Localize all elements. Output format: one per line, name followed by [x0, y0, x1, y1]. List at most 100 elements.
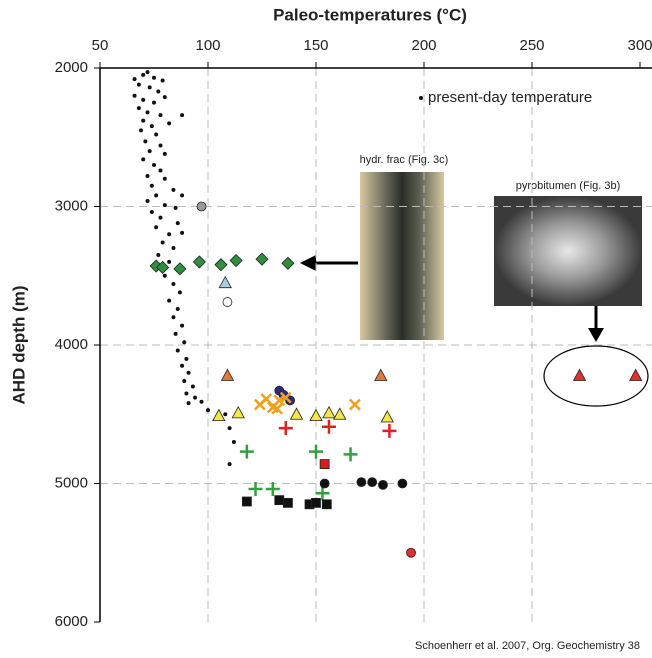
arrowhead: [300, 255, 316, 271]
point: [149, 183, 154, 188]
x-tick-label: 50: [92, 37, 109, 54]
point: [152, 100, 156, 105]
point: [222, 297, 233, 307]
point: [136, 82, 141, 87]
point: [248, 482, 263, 497]
point: [145, 70, 150, 75]
y-axis-title: AHD depth (m): [9, 286, 28, 405]
point: [311, 497, 321, 508]
point: [220, 368, 235, 381]
point: [229, 253, 243, 268]
photo-pyrobitumen: [494, 196, 642, 306]
point: [171, 187, 176, 192]
point: [206, 408, 210, 413]
point: [145, 174, 150, 179]
point: [152, 162, 156, 167]
point: [167, 121, 172, 126]
point: [162, 203, 167, 208]
point: [322, 406, 336, 419]
point: [141, 118, 146, 123]
x-tick-label: 200: [411, 37, 436, 54]
point: [199, 399, 204, 404]
point: [162, 95, 167, 100]
point: [171, 246, 176, 251]
point: [348, 398, 361, 411]
point: [397, 478, 408, 489]
point: [343, 447, 358, 462]
point: [367, 477, 378, 488]
x-tick-label: 300: [627, 37, 652, 54]
point: [255, 252, 269, 266]
point: [572, 368, 587, 381]
point: [180, 193, 185, 198]
point: [141, 157, 146, 162]
point: [289, 407, 304, 420]
point: [227, 426, 232, 431]
point: [154, 193, 159, 198]
point: [132, 77, 137, 82]
point: [147, 149, 152, 154]
point: [227, 462, 232, 467]
point: [279, 391, 292, 404]
point: [374, 368, 388, 381]
point: [149, 124, 154, 129]
point: [239, 444, 254, 459]
point: [149, 210, 154, 215]
point: [281, 256, 295, 270]
point: [143, 139, 148, 144]
point: [629, 368, 643, 381]
annotation: pyrobitumen (Fig. 3b): [516, 180, 621, 192]
point: [186, 370, 191, 375]
highlight-ellipse: [543, 345, 649, 407]
point: [158, 168, 163, 173]
point: [162, 273, 167, 278]
point: [356, 477, 367, 488]
point: [141, 97, 146, 102]
point: [231, 439, 236, 444]
point: [132, 93, 137, 98]
point: [321, 499, 332, 510]
y-tick-label: 5000: [55, 474, 88, 491]
point: [141, 72, 146, 77]
point: [160, 240, 165, 245]
legend-marker: [419, 96, 423, 100]
point: [180, 113, 185, 118]
x-axis-title: Paleo-temperatures (°C): [273, 5, 467, 24]
point: [180, 363, 185, 368]
point: [406, 547, 416, 558]
point: [184, 391, 189, 396]
y-tick-label: 4000: [55, 336, 88, 353]
point: [173, 331, 178, 336]
point: [136, 106, 141, 111]
point: [218, 275, 232, 289]
point: [182, 379, 187, 384]
y-tick-label: 3000: [55, 197, 88, 214]
point: [319, 459, 330, 470]
point: [333, 407, 347, 420]
point: [223, 412, 228, 417]
point: [182, 340, 187, 345]
x-tick-label: 150: [303, 37, 328, 54]
point: [167, 259, 172, 264]
citation: Schoenherr et al. 2007, Org. Geochemistr…: [415, 640, 640, 652]
point: [156, 260, 170, 275]
point: [278, 421, 293, 436]
y-tick-label: 2000: [55, 59, 88, 76]
point: [309, 444, 323, 459]
point: [265, 482, 280, 497]
point: [177, 290, 182, 295]
point: [167, 232, 172, 237]
point: [283, 497, 293, 508]
point: [171, 315, 176, 320]
point: [184, 356, 189, 361]
point: [154, 132, 159, 137]
point: [309, 408, 323, 422]
point: [196, 201, 207, 212]
point: [162, 151, 167, 156]
point: [273, 394, 286, 407]
point: [147, 85, 152, 90]
arrowhead: [588, 328, 604, 342]
point: [190, 384, 195, 389]
point: [154, 225, 159, 230]
